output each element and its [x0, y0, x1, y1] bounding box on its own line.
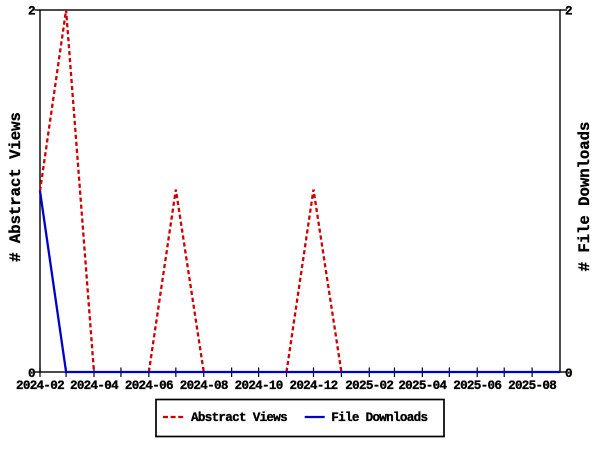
svg-text:Abstract Views: Abstract Views: [191, 411, 287, 425]
svg-text:2024-10: 2024-10: [235, 379, 283, 393]
svg-text:2: 2: [565, 4, 573, 18]
svg-text:2025-06: 2025-06: [453, 379, 501, 393]
svg-text:# Abstract Views: # Abstract Views: [7, 112, 25, 262]
svg-text:2024-06: 2024-06: [125, 379, 173, 393]
svg-text:2024-12: 2024-12: [289, 379, 337, 393]
svg-text:2024-08: 2024-08: [180, 379, 228, 393]
svg-text:2025-08: 2025-08: [508, 379, 556, 393]
svg-text:# File Downloads: # File Downloads: [576, 122, 594, 272]
svg-text:2024-02: 2024-02: [16, 379, 64, 393]
svg-text:2: 2: [28, 4, 36, 18]
svg-text:2025-02: 2025-02: [345, 379, 393, 393]
svg-text:2024-04: 2024-04: [70, 379, 119, 393]
svg-text:2025-04: 2025-04: [398, 379, 447, 393]
svg-text:0: 0: [28, 367, 36, 381]
svg-text:File Downloads: File Downloads: [331, 411, 427, 425]
svg-text:0: 0: [565, 367, 573, 381]
